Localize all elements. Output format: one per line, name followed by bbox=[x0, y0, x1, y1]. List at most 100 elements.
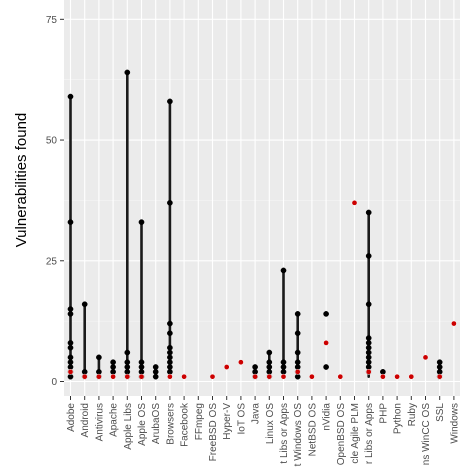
data-point-black bbox=[365, 349, 372, 356]
data-point-black bbox=[110, 364, 116, 370]
data-point-black bbox=[67, 311, 74, 317]
data-point-black bbox=[365, 354, 372, 361]
data-point-black bbox=[280, 359, 287, 366]
data-point-black bbox=[167, 330, 173, 337]
data-point-black bbox=[96, 369, 102, 375]
data-point-black bbox=[152, 369, 159, 375]
data-point-red bbox=[223, 364, 230, 370]
y-tick-label: 0 bbox=[51, 377, 57, 388]
data-point-black bbox=[365, 340, 372, 346]
data-point-black bbox=[67, 344, 74, 351]
data-point-black bbox=[138, 219, 145, 225]
data-point-black bbox=[365, 364, 372, 370]
x-tick-label: ns WinCC OS bbox=[421, 403, 432, 466]
data-point-red bbox=[110, 373, 116, 380]
data-point-red bbox=[181, 373, 187, 380]
data-point-black bbox=[124, 69, 131, 76]
x-tick-label: PHP bbox=[378, 403, 389, 424]
x-tick-label: Linux OS bbox=[265, 403, 276, 444]
data-point-red bbox=[124, 373, 131, 380]
x-tick-label: NetBSD OS bbox=[307, 403, 318, 457]
data-point-black bbox=[96, 354, 102, 361]
x-tick-label: Adobe bbox=[66, 403, 77, 432]
y-tick-label: 25 bbox=[46, 256, 58, 267]
data-point-red bbox=[436, 373, 443, 380]
data-point-black bbox=[252, 369, 258, 375]
x-tick-label: SSL bbox=[435, 403, 446, 422]
data-point-red bbox=[365, 369, 372, 375]
x-tick-label: OpenBSD OS bbox=[336, 403, 347, 466]
data-point-black bbox=[365, 359, 372, 366]
data-point-black bbox=[110, 369, 116, 375]
x-tick-label: Hyper-V bbox=[222, 403, 233, 440]
data-point-black bbox=[67, 306, 74, 312]
data-point-red bbox=[280, 373, 287, 380]
data-point-red bbox=[394, 373, 400, 380]
x-tick-label: Apple Libs bbox=[123, 403, 134, 450]
data-point-red bbox=[266, 373, 273, 380]
data-point-black bbox=[365, 209, 372, 216]
data-point-black bbox=[266, 364, 273, 370]
data-point-black bbox=[67, 340, 74, 346]
data-point-black bbox=[152, 364, 159, 370]
data-point-black bbox=[138, 369, 145, 375]
x-tick-label: r Libs or Apps bbox=[364, 403, 375, 464]
data-point-red bbox=[309, 373, 315, 380]
data-point-black bbox=[167, 354, 173, 361]
data-point-black bbox=[167, 320, 173, 327]
y-axis: 0 25 50 75 bbox=[46, 15, 64, 388]
x-tick-label: IoT OS bbox=[236, 403, 247, 435]
panel-background bbox=[64, 0, 460, 396]
x-tick-label: ArubaOS bbox=[151, 403, 162, 444]
data-point-black bbox=[67, 359, 74, 366]
data-point-black bbox=[294, 311, 301, 317]
data-point-red bbox=[209, 373, 216, 380]
data-point-red bbox=[422, 354, 429, 361]
data-point-red bbox=[451, 320, 457, 327]
data-point-red bbox=[138, 373, 145, 380]
x-tick-label: Ruby bbox=[407, 403, 418, 426]
x-tick-label: t Libs or Apps bbox=[279, 403, 290, 464]
x-tick-label: Antivirus bbox=[94, 403, 105, 441]
data-point-black bbox=[167, 359, 173, 366]
data-point-black bbox=[436, 364, 443, 370]
data-point-black bbox=[266, 369, 273, 375]
x-tick-label: Browsers bbox=[165, 403, 176, 445]
data-points bbox=[67, 69, 457, 380]
data-point-black bbox=[81, 369, 88, 375]
data-point-red bbox=[408, 373, 415, 380]
data-point-red bbox=[96, 373, 102, 380]
data-point-black bbox=[280, 369, 287, 375]
data-point-black bbox=[252, 364, 258, 370]
data-point-red bbox=[351, 199, 358, 206]
data-point-black bbox=[138, 359, 145, 366]
y-tick-label: 75 bbox=[46, 15, 58, 26]
y-tick-label: 50 bbox=[46, 136, 58, 147]
data-point-black bbox=[323, 364, 329, 370]
data-point-black bbox=[365, 335, 372, 341]
data-point-black bbox=[365, 253, 372, 259]
data-point-red bbox=[238, 359, 244, 366]
x-tick-label: FFmpeg bbox=[194, 403, 205, 440]
x-tick-label: Apple OS bbox=[137, 403, 148, 446]
x-tick-label: t Windows OS bbox=[293, 403, 304, 467]
data-point-black bbox=[266, 359, 273, 366]
data-point-black bbox=[124, 364, 131, 370]
data-point-black bbox=[294, 373, 301, 380]
x-tick-label: Facebook bbox=[180, 402, 191, 447]
y-axis-title: Vulnerabilities found bbox=[13, 113, 30, 248]
data-point-black bbox=[365, 344, 372, 351]
x-tick-label: nVidia bbox=[322, 403, 333, 431]
data-point-black bbox=[294, 364, 301, 370]
data-point-black bbox=[124, 369, 131, 375]
data-point-black bbox=[110, 359, 116, 366]
data-point-red bbox=[167, 373, 173, 380]
x-tick-label: Apache bbox=[109, 403, 120, 437]
data-point-black bbox=[294, 359, 301, 366]
x-tick-label: Java bbox=[251, 403, 262, 425]
data-point-black bbox=[323, 311, 329, 317]
data-point-black bbox=[266, 349, 273, 356]
data-point-black bbox=[81, 301, 88, 308]
data-point-black bbox=[152, 373, 159, 380]
x-tick-label: cle Agile PLM bbox=[350, 403, 361, 464]
